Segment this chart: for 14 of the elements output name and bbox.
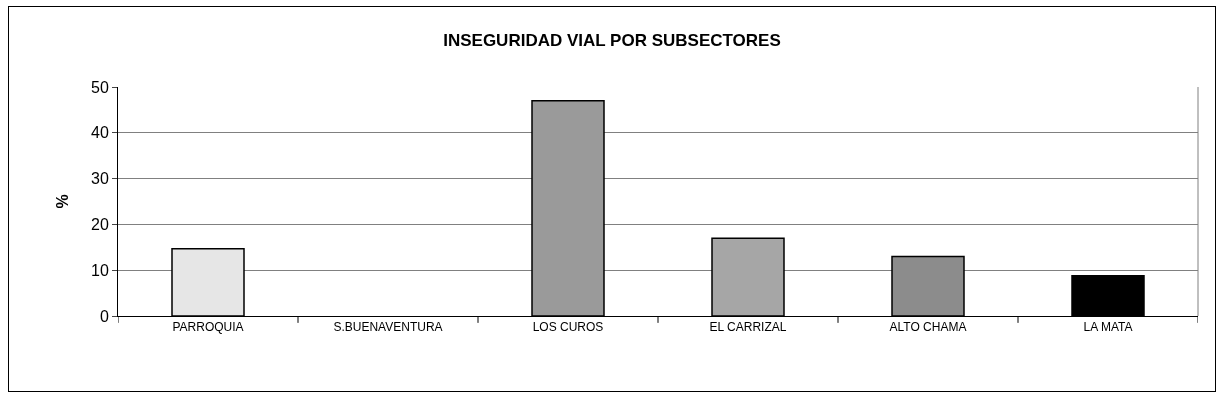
y-tick-label: 20 <box>91 216 109 233</box>
y-tick-label: 0 <box>99 307 109 325</box>
x-tick-label: ALTO CHAMA <box>889 320 967 335</box>
chart-title: INSEGURIDAD VIAL POR SUBSECTORES <box>443 30 781 50</box>
x-tick-label: S.BUENAVENTURA <box>333 320 443 335</box>
y-tick-label: 40 <box>91 124 109 142</box>
x-tick-label: EL CARRIZAL <box>709 320 787 335</box>
x-tick-label: LA MATA <box>1083 320 1133 335</box>
x-tick-label: PARROQUIA <box>172 320 244 335</box>
x-tick-label: LOS CUROS <box>532 320 604 335</box>
y-tick-label: 50 <box>91 78 109 96</box>
y-tick-label: 30 <box>91 170 109 188</box>
y-axis-title: % <box>53 194 71 209</box>
y-tick-label: 10 <box>91 261 109 279</box>
